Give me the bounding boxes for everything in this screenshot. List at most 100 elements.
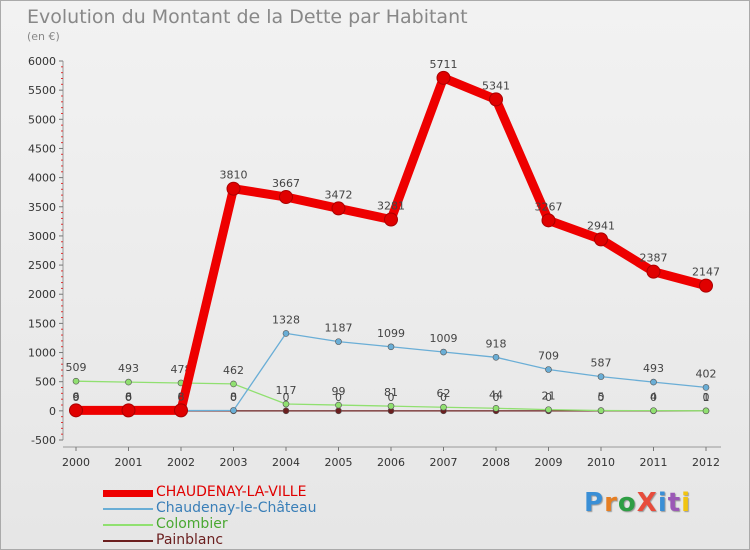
x-tick-label: 2008 — [482, 456, 510, 469]
data-point — [492, 404, 500, 412]
data-point — [230, 407, 237, 414]
data-label: 0 — [73, 391, 80, 404]
x-tick-label: 2006 — [377, 456, 405, 469]
data-label: 1009 — [430, 332, 458, 345]
y-tick-label: 1000 — [28, 347, 56, 360]
data-point — [489, 92, 503, 107]
data-label: 3810 — [220, 169, 248, 182]
data-point — [230, 380, 237, 388]
data-label: 3267 — [535, 200, 563, 213]
y-tick-label: 500 — [35, 376, 56, 389]
x-tick-label: 2011 — [640, 456, 668, 469]
chart-title: Evolution du Montant de la Dette par Hab… — [27, 6, 468, 28]
data-label: 0 — [440, 391, 447, 404]
data-label: 1187 — [325, 322, 353, 335]
data-point — [650, 407, 657, 414]
x-tick-label: 2004 — [272, 456, 300, 469]
y-tick-label: 2500 — [28, 259, 56, 272]
data-label: 0 — [598, 391, 605, 404]
data-point — [440, 348, 447, 356]
data-point — [384, 212, 398, 227]
y-tick-label: 3500 — [28, 201, 56, 214]
data-label: 2147 — [692, 266, 720, 279]
x-tick-label: 2003 — [220, 456, 248, 469]
data-point — [335, 407, 342, 415]
data-label: 0 — [493, 391, 500, 404]
data-label: 0 — [650, 391, 657, 404]
data-label: 0 — [545, 391, 552, 404]
data-label: 8 — [178, 390, 185, 403]
data-point — [597, 373, 605, 380]
data-point — [121, 403, 136, 418]
data-label: 3281 — [377, 200, 405, 213]
data-point — [335, 338, 342, 345]
x-tick-label: 2001 — [115, 456, 143, 469]
data-point — [226, 181, 241, 196]
data-point — [650, 378, 657, 386]
series-line — [71, 73, 711, 415]
data-label: 62 — [437, 387, 451, 400]
data-point — [492, 354, 500, 361]
data-label: 462 — [223, 364, 244, 377]
x-tick-label: 2009 — [535, 456, 563, 469]
data-label: 5711 — [430, 58, 458, 71]
y-tick-label: 3000 — [28, 230, 56, 243]
y-tick-label: -500 — [31, 434, 56, 447]
chart-subtitle: (en €) — [27, 30, 60, 43]
data-point — [335, 401, 342, 409]
y-tick-label: 1500 — [28, 317, 56, 330]
data-label: 8 — [125, 390, 132, 403]
data-point — [72, 377, 80, 385]
legend-swatch — [103, 524, 153, 526]
data-label: 509 — [66, 361, 87, 374]
y-tick-label: 5000 — [28, 113, 56, 126]
data-point — [545, 406, 552, 413]
x-tick-label: 2012 — [692, 456, 720, 469]
legend-label: Chaudenay-le-Château — [156, 500, 317, 516]
data-point — [597, 407, 605, 414]
data-point — [387, 343, 395, 351]
data-label: 5 — [598, 391, 605, 404]
proxiti-logo: ProXiti — [584, 488, 692, 518]
data-label: 8 — [230, 390, 237, 403]
data-point — [646, 264, 661, 279]
data-label: 0 — [703, 391, 710, 404]
data-point — [125, 378, 132, 386]
legend-swatch — [103, 490, 153, 497]
data-point — [282, 407, 290, 415]
data-point — [545, 366, 552, 373]
data-label: 5341 — [482, 79, 510, 92]
data-label: 2941 — [587, 219, 615, 232]
data-label: 0 — [335, 391, 342, 404]
data-point — [594, 232, 608, 247]
x-tick-label: 2007 — [430, 456, 458, 469]
data-point — [699, 278, 713, 293]
data-label: 6 — [125, 390, 132, 403]
data-point — [69, 403, 83, 418]
data-label: 81 — [384, 386, 398, 399]
data-label: 493 — [643, 362, 664, 375]
legend-label: CHAUDENAY-LA-VILLE — [156, 484, 307, 500]
data-label: 1328 — [272, 313, 300, 326]
data-label: 0 — [283, 391, 290, 404]
data-label: 1 — [703, 391, 710, 404]
data-label: 1099 — [377, 327, 405, 340]
data-point — [440, 403, 447, 411]
data-point — [541, 213, 556, 228]
data-label: 587 — [591, 357, 612, 370]
data-point — [174, 403, 188, 418]
x-tick-label: 2010 — [587, 456, 615, 469]
y-tick-label: 0 — [49, 405, 56, 418]
data-label: 709 — [538, 350, 559, 363]
data-label: 918 — [486, 337, 507, 350]
data-label: 0 — [230, 391, 237, 404]
data-label: 0 — [125, 391, 132, 404]
x-tick-label: 2005 — [325, 456, 353, 469]
data-point — [702, 407, 710, 415]
legend-label: Painblanc — [156, 532, 224, 548]
y-tick-label: 4500 — [28, 142, 56, 155]
data-label: 44 — [489, 388, 503, 401]
data-label: 9 — [73, 390, 80, 403]
legend-label: Colombier — [156, 516, 228, 532]
